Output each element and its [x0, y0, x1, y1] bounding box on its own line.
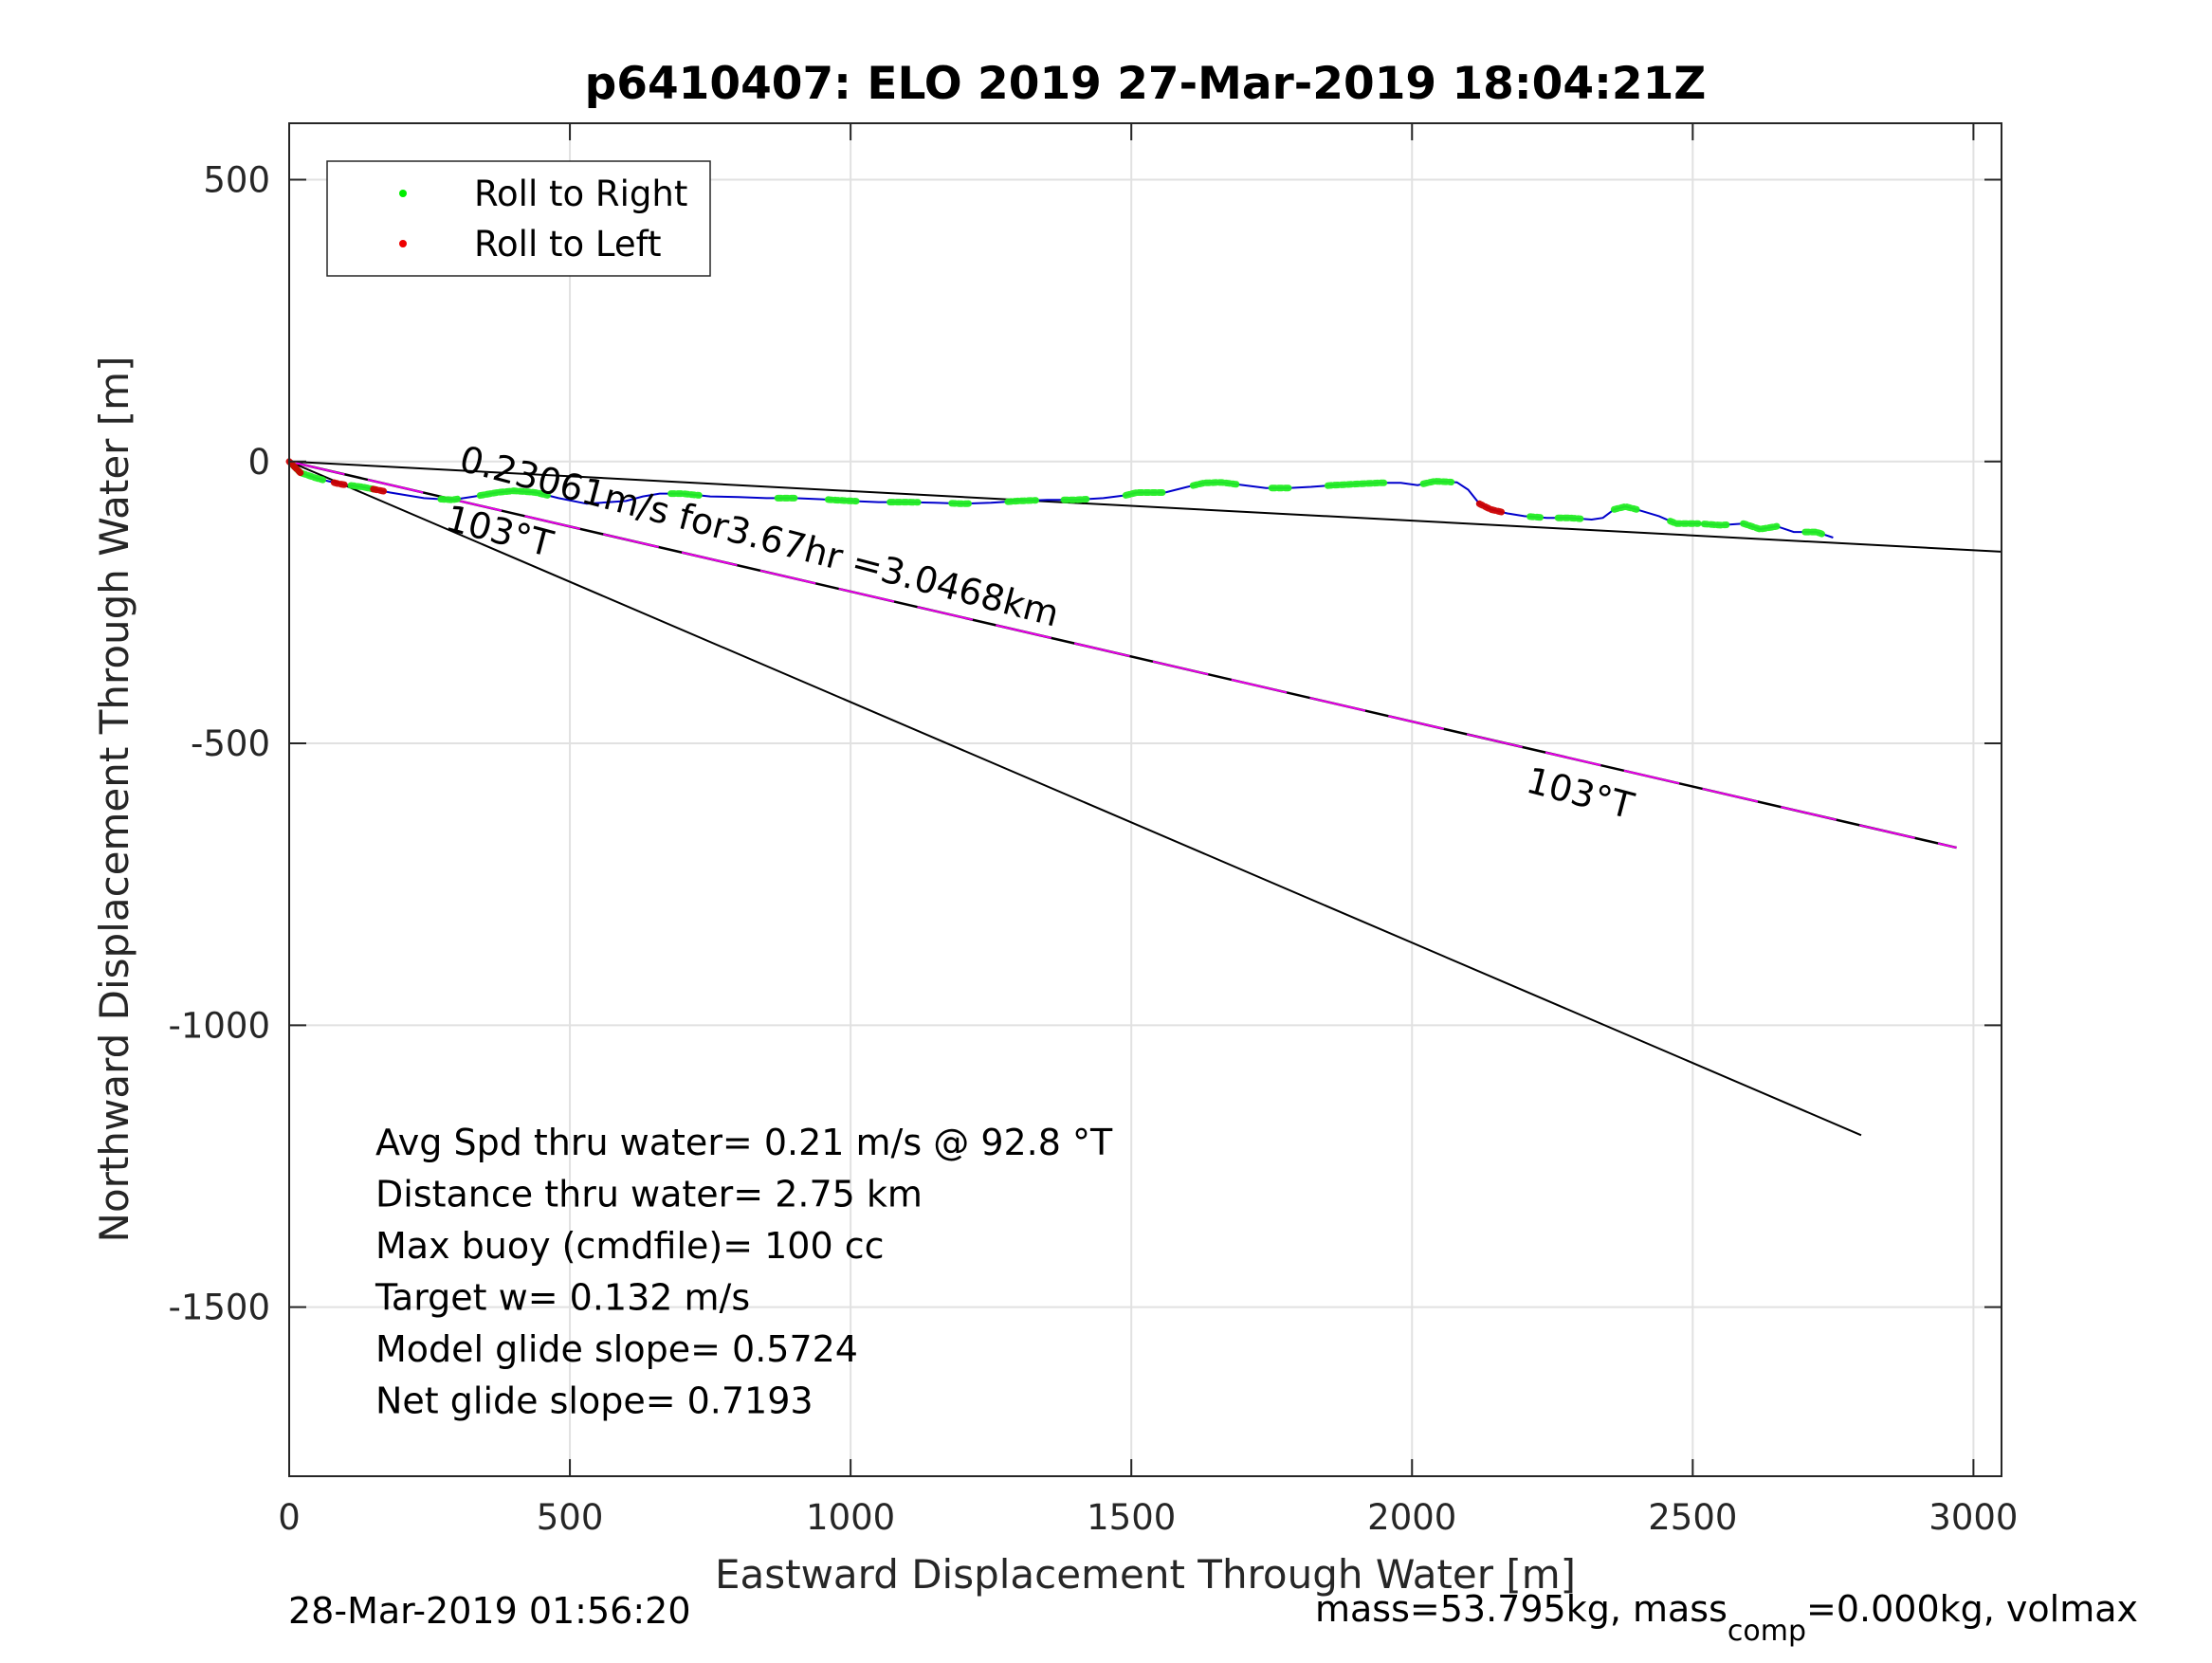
stats-block: Avg Spd thru water= 0.21 m/s @ 92.8 °T Di… — [375, 1122, 1113, 1422]
roll-right-segment — [351, 485, 374, 489]
x-tick-label: 2000 — [1367, 1497, 1456, 1538]
y-tick-label: 500 — [203, 159, 270, 200]
stats-line: Max buoy (cmdfile)= 100 cc — [375, 1225, 885, 1267]
x-tick-label: 500 — [537, 1497, 604, 1538]
chart-title: p6410407: ELO 2019 27-Mar-2019 18:04:21Z — [585, 58, 1707, 110]
y-tick-label: -500 — [191, 723, 270, 764]
y-tick-label: -1500 — [168, 1288, 270, 1328]
roll-left-segment — [374, 489, 385, 491]
roll-right-segment — [1744, 523, 1778, 529]
roll-right-segment — [1614, 506, 1636, 509]
roll-right-segment — [1530, 517, 1542, 518]
roll-left-segment — [334, 483, 345, 484]
stats-line: Net glide slope= 0.7193 — [375, 1380, 814, 1422]
chart-annotation: 103°T — [442, 497, 558, 565]
roll-left-segment — [1479, 503, 1502, 512]
x-tick-label: 1500 — [1087, 1497, 1176, 1538]
x-tick-label: 2500 — [1648, 1497, 1737, 1538]
stats-line: Distance thru water= 2.75 km — [375, 1174, 923, 1215]
stats-line: Avg Spd thru water= 0.21 m/s @ 92.8 °T — [375, 1122, 1113, 1163]
footer-mass: mass=53.795kg, masscomp=0.000kg, volmax — [1315, 1588, 2138, 1648]
legend-label-roll-right: Roll to Right — [474, 174, 687, 214]
legend: Roll to Right Roll to Left — [327, 161, 710, 276]
roll-right-segment — [1064, 500, 1087, 501]
legend-marker-roll-right — [399, 190, 407, 197]
footer-mass-suffix: =0.000kg, volmax — [1806, 1588, 2138, 1630]
roll-right-segment — [1125, 493, 1164, 496]
footer-mass-sub: comp — [1728, 1615, 1806, 1648]
stats-line: Model glide slope= 0.5724 — [375, 1328, 858, 1370]
x-tick-label: 3000 — [1929, 1497, 2018, 1538]
roll-right-segment — [1805, 532, 1822, 534]
y-tick-label: -1000 — [168, 1005, 270, 1046]
roll-right-segment — [828, 500, 856, 502]
stats-line: Target w= 0.132 m/s — [375, 1277, 750, 1319]
ticks: 0 500 1000 1500 2000 2500 3000 500 0 -500 -1000 -15… — [168, 123, 2018, 1538]
y-tick-label: 0 — [247, 442, 270, 483]
footer-mass-prefix: mass=53.795kg, mass — [1315, 1588, 1728, 1630]
roll-right-segment — [1193, 483, 1237, 485]
roll-right-segment — [1558, 518, 1581, 519]
footer-date: 28-Mar-2019 01:56:20 — [288, 1590, 691, 1632]
x-tick-label: 1000 — [806, 1497, 895, 1538]
legend-marker-roll-left — [399, 240, 407, 247]
x-tick-label: 0 — [278, 1497, 301, 1538]
roll-right-segment — [1671, 521, 1699, 524]
y-axis-label: Northward Displacement Through Water [m] — [91, 356, 137, 1243]
roll-right-segment — [1423, 482, 1452, 484]
roll-right-segment — [1704, 524, 1727, 525]
legend-label-roll-left: Roll to Left — [474, 224, 662, 265]
roll-right-segment — [1327, 483, 1383, 485]
roll-right-segment — [1008, 501, 1036, 502]
